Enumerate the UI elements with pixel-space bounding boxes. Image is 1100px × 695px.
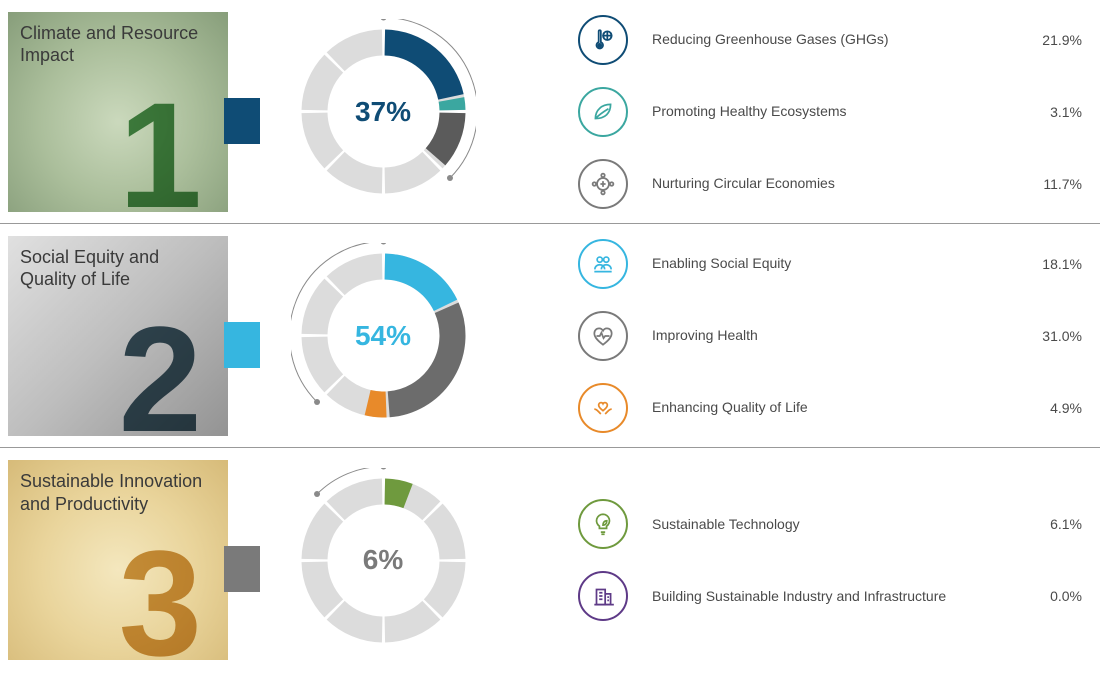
donut-climate: 37%	[228, 19, 538, 204]
accent-tab	[224, 322, 260, 368]
legend-value: 21.9%	[1026, 32, 1082, 48]
section-social: Social Equity and Quality of Life 2 54% …	[0, 224, 1100, 448]
legend-label: Building Sustainable Industry and Infras…	[652, 587, 1002, 606]
legend-value: 3.1%	[1026, 104, 1082, 120]
legend-value: 4.9%	[1026, 400, 1082, 416]
legend-label: Sustainable Technology	[652, 515, 1002, 534]
bulb-leaf-icon	[578, 499, 628, 549]
heart-pulse-icon	[578, 311, 628, 361]
hands-heart-icon	[578, 383, 628, 433]
legend-item: Nurturing Circular Economies 11.7%	[578, 159, 1082, 209]
donut-social: 54%	[228, 243, 538, 428]
legend-item: Enabling Social Equity 18.1%	[578, 239, 1082, 289]
legend-label: Improving Health	[652, 326, 1002, 345]
donut-center-label: 37%	[291, 19, 476, 204]
accent-tab	[224, 546, 260, 592]
legend-item: Enhancing Quality of Life 4.9%	[578, 383, 1082, 433]
legend-label: Enhancing Quality of Life	[652, 398, 1002, 417]
donut-center-label: 54%	[291, 243, 476, 428]
legend-item: Improving Health 31.0%	[578, 311, 1082, 361]
legend-label: Promoting Healthy Ecosystems	[652, 102, 1002, 121]
section-climate: Climate and Resource Impact 1 37% Reduci…	[0, 0, 1100, 224]
legend-value: 18.1%	[1026, 256, 1082, 272]
legend-social: Enabling Social Equity 18.1% Improving H…	[538, 239, 1082, 433]
category-card-innovation: Sustainable Innovation and Productivity …	[8, 460, 228, 660]
card-number: 3	[119, 528, 202, 678]
building-icon	[578, 571, 628, 621]
circular-economy-icon	[578, 159, 628, 209]
thermometer-globe-icon	[578, 15, 628, 65]
legend-value: 0.0%	[1026, 588, 1082, 604]
accent-tab	[224, 98, 260, 144]
legend-label: Nurturing Circular Economies	[652, 174, 1002, 193]
legend-item: Reducing Greenhouse Gases (GHGs) 21.9%	[578, 15, 1082, 65]
legend-label: Enabling Social Equity	[652, 254, 1002, 273]
people-icon	[578, 239, 628, 289]
legend-label: Reducing Greenhouse Gases (GHGs)	[652, 30, 1002, 49]
donut-center-label: 6%	[291, 468, 476, 653]
legend-innovation: Sustainable Technology 6.1% Building Sus…	[538, 499, 1082, 621]
legend-item: Building Sustainable Industry and Infras…	[578, 571, 1082, 621]
section-innovation: Sustainable Innovation and Productivity …	[0, 448, 1100, 672]
legend-value: 11.7%	[1026, 176, 1082, 192]
legend-item: Sustainable Technology 6.1%	[578, 499, 1082, 549]
card-title: Sustainable Innovation and Productivity	[20, 470, 220, 515]
leaf-icon	[578, 87, 628, 137]
category-card-social: Social Equity and Quality of Life 2	[8, 236, 228, 436]
card-title: Climate and Resource Impact	[20, 22, 220, 67]
legend-climate: Reducing Greenhouse Gases (GHGs) 21.9% P…	[538, 15, 1082, 209]
card-number: 2	[119, 304, 202, 454]
legend-value: 31.0%	[1026, 328, 1082, 344]
donut-innovation: 6%	[228, 468, 538, 653]
card-title: Social Equity and Quality of Life	[20, 246, 220, 291]
legend-item: Promoting Healthy Ecosystems 3.1%	[578, 87, 1082, 137]
legend-value: 6.1%	[1026, 516, 1082, 532]
category-card-climate: Climate and Resource Impact 1	[8, 12, 228, 212]
card-number: 1	[119, 80, 202, 230]
